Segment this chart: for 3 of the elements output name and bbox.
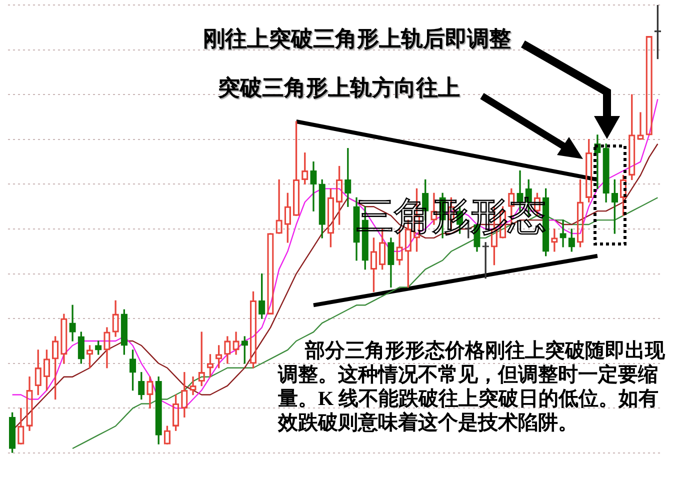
annotation: 突破三角形上轨方向往上 [218, 74, 460, 102]
annotation: 部分三角形形态价格刚往上突破随即出现调整。这种情况不常见，但调整时一定要缩量。K 线不能跌破往上突破日的低位。如有效跌破则意味着这个是技术陷阱。 [278, 339, 666, 435]
annotation: 刚往上突破三角形上轨后即调整 [203, 25, 511, 53]
